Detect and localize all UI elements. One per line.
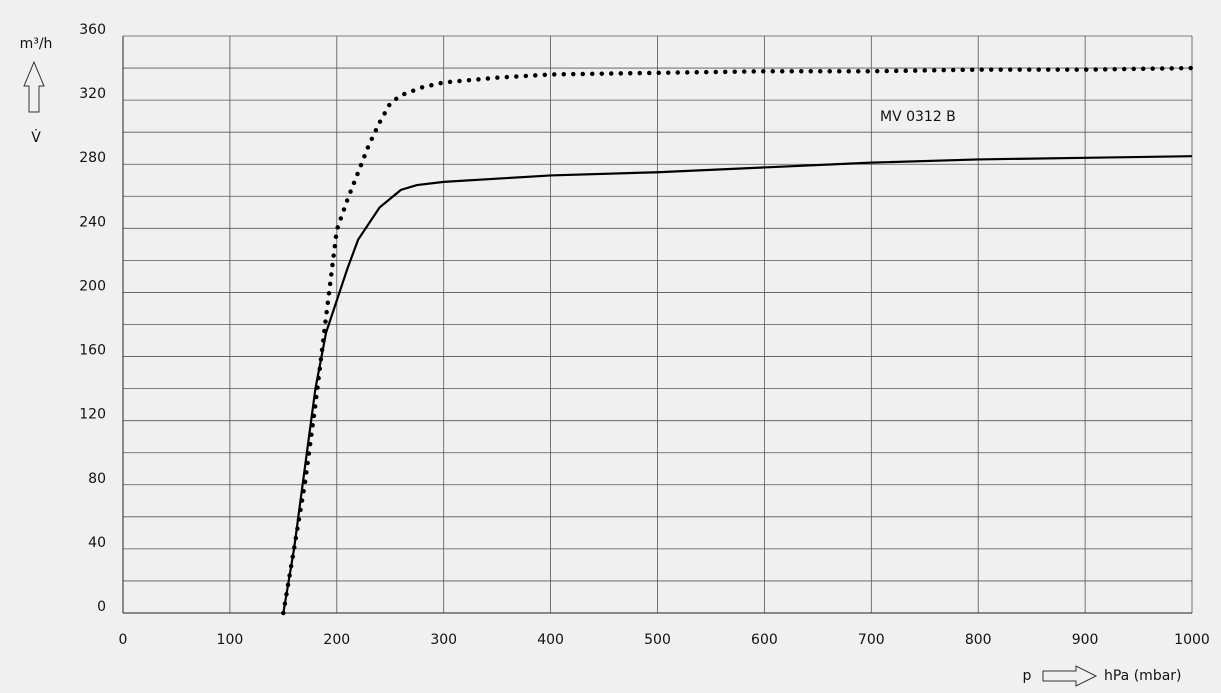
y-tick-label: 320	[79, 86, 106, 102]
x-tick-label: 1000	[1174, 632, 1210, 648]
y-tick-label: 160	[79, 343, 106, 359]
x-tick-label: 600	[751, 632, 778, 648]
y-tick-label: 40	[88, 535, 106, 551]
y-tick-label: 120	[79, 407, 106, 423]
x-axis-label: p	[1023, 668, 1032, 684]
x-unit-label: hPa (mbar)	[1104, 668, 1182, 684]
x-arrow	[1042, 665, 1098, 687]
x-tick-label: 500	[644, 632, 671, 648]
y-arrow	[23, 60, 45, 113]
y-tick-label: 200	[79, 278, 106, 294]
series-line	[281, 65, 1195, 616]
y-unit-label: m³/h	[20, 36, 53, 52]
series-line	[282, 155, 1193, 614]
y-tick-label: 360	[79, 22, 106, 38]
annotation: MV 0312 B	[880, 109, 956, 125]
y-tick-label: 240	[79, 214, 106, 230]
x-tick-label: 400	[537, 632, 564, 648]
x-tick-label: 700	[858, 632, 885, 648]
x-tick-label: 200	[323, 632, 350, 648]
x-tick-label: 800	[965, 632, 992, 648]
y-tick-label: 0	[97, 599, 106, 615]
y-tick-label: 80	[88, 471, 106, 487]
x-tick-label: 0	[119, 632, 128, 648]
x-tick-label: 300	[430, 632, 457, 648]
y-tick-label: 280	[79, 150, 106, 166]
y-axis-label: V̇	[31, 129, 41, 146]
x-tick-label: 100	[217, 632, 244, 648]
x-tick-label: 900	[1072, 632, 1099, 648]
